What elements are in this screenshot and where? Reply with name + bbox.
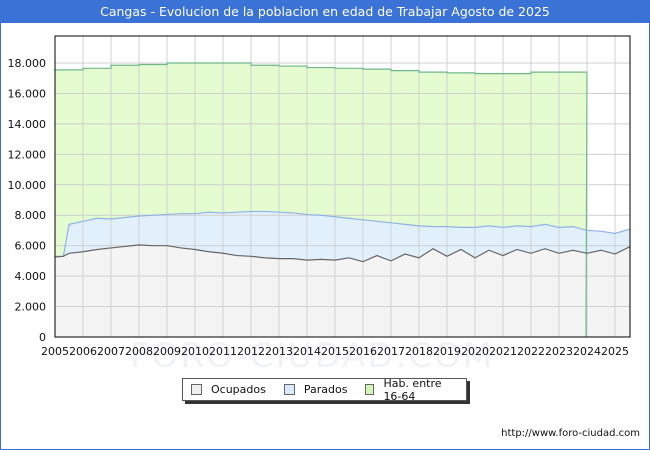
svg-text:2016: 2016 [349,345,377,358]
svg-text:2015: 2015 [321,345,349,358]
legend-swatch-ocupados [191,384,202,395]
svg-text:2013: 2013 [265,345,293,358]
svg-text:2020: 2020 [461,345,489,358]
svg-text:6.000: 6.000 [15,240,47,253]
y-axis-ticks: 0 2.000 4.000 6.000 8.000 10.000 12.000 14.000 1… [8,57,47,344]
legend-item-hab: Hab. entre 16-64 [365,377,456,403]
svg-text:2012: 2012 [237,345,265,358]
svg-text:2023: 2023 [545,345,573,358]
svg-text:2022: 2022 [517,345,545,358]
svg-text:2019: 2019 [433,345,461,358]
watermark: FORO-CIUDAD.COM [130,336,495,376]
svg-text:10.000: 10.000 [8,179,47,192]
area-series [55,63,631,337]
legend: Ocupados Parados Hab. entre 16-64 [182,377,467,403]
svg-text:0: 0 [39,331,46,344]
legend-swatch-hab [365,384,375,395]
source-url[interactable]: http://www.foro-ciudad.com [501,428,640,439]
svg-text:18.000: 18.000 [8,57,47,70]
svg-text:2010: 2010 [181,345,209,358]
legend-label-parados: Parados [303,383,348,396]
legend-label-ocupados: Ocupados [211,383,266,396]
svg-text:2011: 2011 [209,345,237,358]
svg-text:2006: 2006 [69,345,97,358]
svg-text:2009: 2009 [153,345,181,358]
svg-text:8.000: 8.000 [15,209,47,222]
svg-text:12.000: 12.000 [8,148,47,161]
svg-text:2014: 2014 [293,345,321,358]
legend-item-ocupados: Ocupados [191,383,266,396]
svg-text:2018: 2018 [405,345,433,358]
svg-text:2025: 2025 [601,345,629,358]
svg-text:2.000: 2.000 [15,301,47,314]
svg-text:2017: 2017 [377,345,405,358]
svg-text:16.000: 16.000 [8,87,47,100]
svg-text:2005: 2005 [41,345,69,358]
svg-text:2007: 2007 [97,345,125,358]
svg-text:14.000: 14.000 [8,118,47,131]
x-axis-ticks: 2005 2006 2007 2008 2009 2010 2011 2012 2013 2014… [41,345,629,358]
chart-title: Cangas - Evolucion de la poblacion en ed… [0,0,650,23]
legend-item-parados: Parados [283,383,348,396]
plot-border [54,35,631,338]
legend-swatch-parados [283,384,295,395]
svg-text:2024: 2024 [573,345,601,358]
svg-text:2021: 2021 [489,345,517,358]
svg-text:2008: 2008 [125,345,153,358]
svg-text:4.000: 4.000 [15,270,47,283]
legend-label-hab: Hab. entre 16-64 [383,376,442,403]
series-lines [54,62,631,338]
